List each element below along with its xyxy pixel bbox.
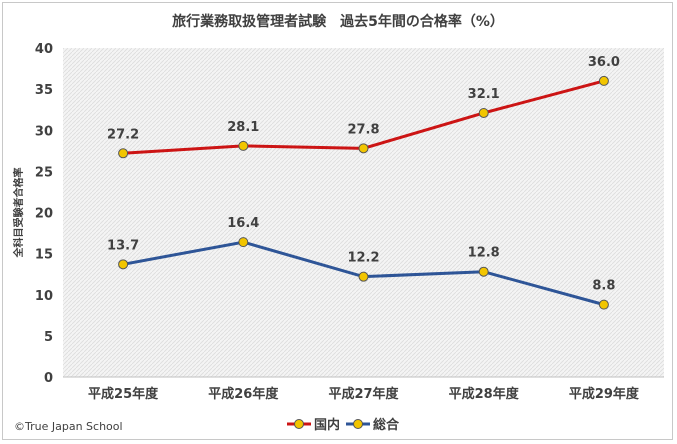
y-axis-title: 全科目受験者合格率: [12, 168, 25, 259]
data-point: [118, 259, 129, 270]
y-tick-label: 15: [35, 248, 53, 263]
y-tick-label: 0: [44, 371, 53, 386]
data-point: [478, 266, 489, 277]
data-label: 16.4: [227, 216, 259, 231]
plot-area: [63, 48, 664, 377]
y-tick-label: 35: [35, 83, 53, 98]
data-point: [118, 148, 129, 159]
y-tick-label: 10: [35, 289, 53, 304]
data-label: 28.1: [227, 120, 259, 135]
data-point: [598, 75, 609, 86]
series-1: 27.2 28.1 27.8 32.1 36.0: [107, 55, 620, 159]
data-point: [238, 140, 249, 151]
y-tick-label: 40: [35, 42, 53, 57]
y-tick-label: 5: [44, 330, 53, 345]
legend-item: 国内: [287, 417, 340, 433]
copyright-text: ©True Japan School: [14, 420, 123, 433]
data-label: 27.2: [107, 127, 139, 142]
x-tick-label: 平成26年度: [208, 386, 279, 402]
data-point: [238, 237, 249, 248]
data-point: [358, 271, 369, 282]
data-label: 27.8: [347, 122, 379, 137]
y-axis: 0 5 10 15 20 25 30 35 40: [35, 42, 664, 386]
y-tick-label: 20: [35, 207, 53, 222]
legend-marker: [294, 419, 304, 429]
data-label: 12.8: [468, 246, 500, 261]
series-layer: 27.2 28.1 27.8 32.1 36.0 13.7 16.4 12.2 12.8 8.8: [107, 55, 620, 310]
y-tick-label: 30: [35, 124, 53, 139]
y-tick-label: 25: [35, 165, 53, 180]
data-point: [478, 107, 489, 118]
legend-label: 総合: [373, 417, 400, 433]
legend-item: 総合: [346, 417, 400, 433]
legend: 国内 総合: [287, 417, 400, 433]
series-2: 13.7 16.4 12.2 12.8 8.8: [107, 216, 615, 310]
legend-label: 国内: [314, 417, 340, 433]
data-point: [598, 299, 609, 310]
x-tick-label: 平成27年度: [328, 386, 399, 402]
data-label: 13.7: [107, 238, 139, 253]
chart-title: 旅行業務取扱管理者試験 過去5年間の合格率（%）: [172, 13, 504, 30]
data-label: 36.0: [588, 55, 620, 70]
data-point: [358, 143, 369, 154]
data-label: 12.2: [347, 251, 379, 266]
x-axis: 平成25年度 平成26年度 平成27年度 平成28年度 平成29年度: [88, 386, 640, 402]
x-tick-label: 平成28年度: [449, 386, 520, 402]
x-tick-label: 平成25年度: [88, 386, 159, 402]
data-label: 8.8: [592, 279, 615, 294]
x-tick-label: 平成29年度: [569, 386, 640, 402]
data-label: 32.1: [468, 87, 500, 102]
legend-marker: [353, 419, 363, 429]
